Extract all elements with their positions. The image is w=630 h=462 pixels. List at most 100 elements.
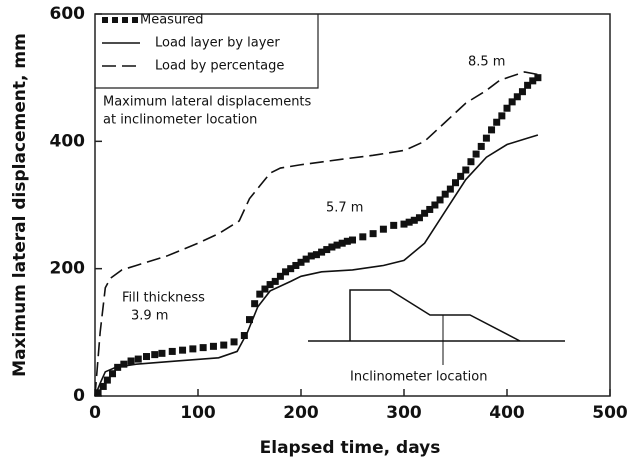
x-tick-label: 500 <box>592 403 628 423</box>
data-point <box>256 290 264 298</box>
legend-label: Measured <box>140 13 204 28</box>
inset-sketch <box>308 289 565 365</box>
data-point <box>120 360 128 368</box>
legend-label: Load layer by layer <box>155 36 280 51</box>
data-point <box>477 142 485 150</box>
data-point <box>359 233 367 241</box>
annotation: Fill thickness <box>122 291 205 306</box>
data-point <box>488 126 496 134</box>
data-line <box>94 134 539 397</box>
data-point <box>472 150 480 158</box>
data-point <box>462 166 470 174</box>
data-point <box>338 239 346 247</box>
data-point <box>503 104 511 112</box>
embankment <box>349 289 521 342</box>
annotation: Maximum lateral displacements <box>103 95 312 110</box>
data-line <box>94 71 539 397</box>
data-point <box>467 158 475 166</box>
data-point <box>179 346 187 354</box>
data-point <box>333 241 341 249</box>
data-point <box>323 246 331 254</box>
data-point <box>266 281 274 289</box>
annotation: at inclinometer location <box>103 113 257 128</box>
data-point <box>103 376 111 384</box>
data-point <box>343 237 351 245</box>
data-point <box>240 332 248 340</box>
legend-marker <box>132 17 138 23</box>
y-tick-label: 600 <box>50 4 86 24</box>
legend-marker <box>102 17 108 23</box>
data-point <box>410 216 418 224</box>
y-tick-label: 0 <box>73 386 85 406</box>
data-point <box>168 347 176 355</box>
data-point <box>534 74 542 82</box>
data-point <box>287 265 295 273</box>
data-point <box>246 316 253 324</box>
data-point <box>282 268 290 276</box>
annotation: 5.7 m <box>326 201 363 216</box>
legend-box <box>95 14 319 89</box>
data-point <box>421 209 429 217</box>
data-point <box>271 277 279 285</box>
x-tick-label: 400 <box>489 403 525 423</box>
x-axis-label: Elapsed time, days <box>260 438 441 458</box>
data-point <box>151 351 159 359</box>
data-point <box>431 201 439 209</box>
data-point <box>390 221 398 229</box>
data-point <box>307 252 315 260</box>
data-point <box>498 112 506 120</box>
data-point <box>199 344 207 352</box>
data-point <box>99 382 107 390</box>
data-point <box>518 88 526 96</box>
data-point <box>297 258 305 266</box>
x-tick-label: 100 <box>180 403 216 423</box>
data-point <box>415 214 423 222</box>
data-point <box>94 389 102 397</box>
y-axis-label: Maximum lateral displacement, mm <box>10 33 30 377</box>
data-point <box>276 272 284 280</box>
data-point <box>457 172 465 180</box>
data-point <box>508 98 516 106</box>
x-tick-label: 300 <box>386 403 422 423</box>
data-point <box>261 285 269 293</box>
data-point <box>349 236 356 244</box>
data-point <box>109 370 117 378</box>
x-tick-label: 0 <box>89 403 101 423</box>
data-point <box>220 341 228 349</box>
annotation: 8.5 m <box>468 55 505 70</box>
data-point <box>302 255 310 263</box>
data-point <box>318 248 326 256</box>
data-point <box>230 338 238 346</box>
data-point <box>529 77 537 85</box>
data-point <box>209 342 217 350</box>
data-point <box>405 218 413 226</box>
data-point <box>328 243 336 251</box>
data-point <box>312 251 320 259</box>
data-point <box>251 300 259 308</box>
data-point <box>493 118 501 126</box>
data-point <box>482 134 490 142</box>
data-point <box>189 345 197 353</box>
data-point <box>134 355 142 363</box>
data-point <box>452 179 459 187</box>
legend-marker <box>122 17 128 23</box>
y-tick-label: 400 <box>50 131 86 151</box>
y-tick-label: 200 <box>50 259 86 279</box>
data-point <box>436 196 444 204</box>
legend-marker <box>112 17 118 23</box>
annotation: Inclinometer location <box>350 370 487 385</box>
data-point <box>441 190 449 198</box>
data-point <box>143 353 150 361</box>
data-point <box>426 205 434 213</box>
x-tick-label: 200 <box>283 403 319 423</box>
data-point <box>369 230 377 238</box>
data-point <box>292 261 300 269</box>
data-point <box>446 185 454 193</box>
data-point <box>158 349 166 357</box>
data-point <box>379 225 387 233</box>
data-point <box>524 81 532 89</box>
data-point <box>513 93 521 101</box>
data-point <box>127 357 135 365</box>
plot-frame <box>94 13 611 397</box>
